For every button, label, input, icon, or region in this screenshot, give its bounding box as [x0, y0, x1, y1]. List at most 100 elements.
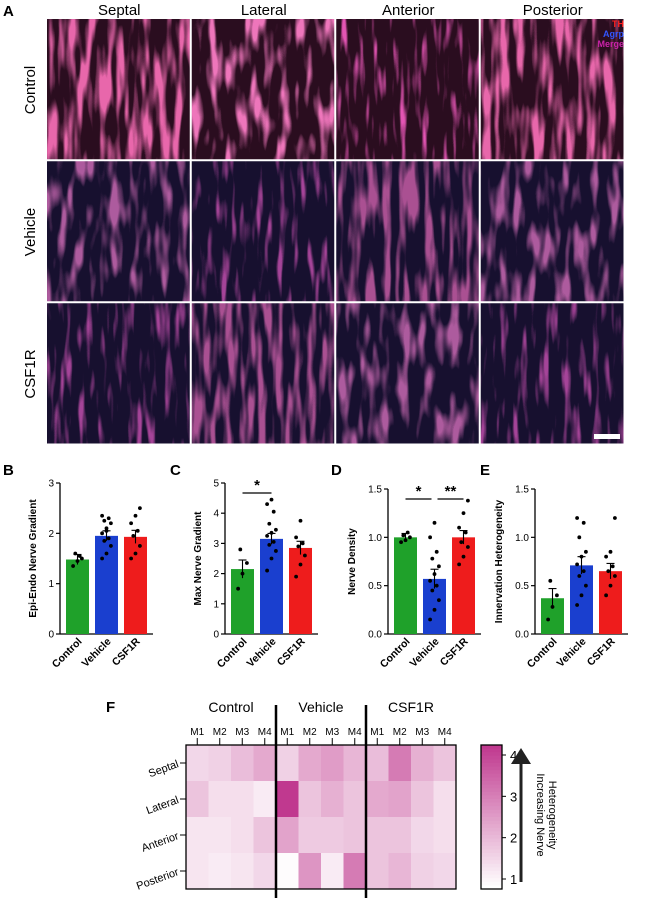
y-axis-label: Epi-Endo Nerve Gradient — [28, 499, 39, 618]
micrograph-image — [191, 161, 335, 302]
heatmap-cell — [321, 853, 344, 890]
data-point — [294, 535, 298, 540]
panel-a-micrograph-grid: Septal Lateral Anterior Posterior Control Veh… — [22, 2, 625, 445]
colorbar-segment — [481, 824, 502, 829]
colorbar-segment — [481, 806, 502, 811]
data-point — [77, 554, 82, 558]
x-tick-label: Vehicle — [245, 636, 279, 670]
colorbar-segment — [481, 827, 502, 832]
heatmap-cell — [208, 745, 232, 782]
data-point — [613, 574, 617, 578]
heatmap-cell — [231, 745, 254, 782]
data-point — [298, 562, 303, 567]
y-tick-label: 5 — [213, 479, 219, 490]
y-tick-label: 1.0 — [368, 533, 382, 544]
data-point — [461, 554, 466, 559]
colorbar-segment — [481, 763, 502, 768]
y-tick-label: 1 — [48, 579, 54, 590]
data-point — [403, 538, 408, 543]
data-point — [546, 617, 550, 622]
data-point — [138, 506, 142, 511]
data-point — [575, 562, 579, 567]
data-point — [461, 511, 466, 516]
bar-chart-e: 0.0 0.5 1.0 1.5 Innervation Heterogeneity Con… — [494, 485, 628, 671]
bar — [394, 537, 417, 634]
data-point — [405, 530, 410, 535]
data-point — [133, 513, 138, 518]
heatmap-cell — [343, 781, 367, 818]
data-point — [581, 520, 586, 525]
data-point — [555, 593, 559, 598]
panel-letter-d: D — [331, 462, 342, 479]
colorbar-segment — [481, 770, 502, 775]
x-tick-label: Control — [50, 636, 85, 671]
stain-legend-label: TH — [612, 19, 624, 29]
stain-legend-label: Agrp — [603, 29, 624, 39]
colorbar-label: Heterogeneity — [546, 781, 558, 850]
mouse-column-label: M3 — [235, 727, 249, 738]
heatmap-cell — [411, 817, 434, 854]
data-point — [428, 578, 432, 583]
heatmap-cell — [208, 853, 232, 890]
data-point — [274, 549, 278, 553]
colorbar-segment — [481, 881, 502, 886]
data-point — [604, 554, 608, 559]
x-tick-label: Vehicle — [555, 636, 589, 670]
colorbar-segment — [481, 777, 502, 782]
colorbar-segment — [481, 795, 502, 800]
y-tick-label: 1.5 — [368, 485, 382, 496]
x-tick-label: Control — [525, 636, 560, 671]
micrograph-image — [480, 161, 624, 302]
data-point — [240, 571, 245, 576]
data-point — [579, 593, 584, 598]
y-tick-label: 3 — [48, 479, 54, 490]
colorbar-segment — [481, 863, 502, 868]
heatmap-cell — [411, 781, 434, 818]
y-axis-label: Innervation Heterogeneity — [494, 499, 505, 623]
column-label: Lateral — [241, 2, 287, 19]
heatmap-cell — [433, 781, 457, 818]
data-point — [80, 556, 84, 561]
heatmap-cell — [253, 745, 277, 782]
row-label: Posterior — [135, 866, 181, 892]
colorbar-segment — [481, 766, 502, 771]
colorbar-segment — [481, 853, 502, 858]
heatmap-cell — [186, 745, 209, 782]
data-point — [129, 556, 134, 561]
colorbar-segment — [481, 759, 502, 764]
colorbar-segment — [481, 845, 502, 850]
data-point — [550, 605, 555, 609]
micrograph-image — [191, 19, 335, 160]
heatmap-cell — [388, 781, 412, 818]
mouse-column-label: M2 — [303, 727, 317, 738]
x-tick-label: CSF1R — [275, 635, 308, 668]
mouse-column-label: M2 — [213, 727, 227, 738]
colorbar-segment — [481, 773, 502, 778]
micrograph-image — [47, 161, 190, 302]
micrograph-image — [480, 19, 624, 160]
colorbar-segment — [481, 849, 502, 854]
heatmap-cell — [231, 817, 254, 854]
heatmap-cell — [366, 745, 389, 782]
colorbar-segment — [481, 802, 502, 807]
data-point — [466, 498, 470, 503]
data-point — [577, 535, 582, 540]
bar — [95, 535, 118, 634]
x-tick-label: CSF1R — [585, 635, 618, 668]
micrograph-image — [336, 161, 479, 302]
data-point — [613, 516, 617, 520]
group-label: CSF1R — [388, 699, 434, 715]
y-tick-label: 0.5 — [368, 581, 382, 592]
heatmap-cell — [208, 817, 232, 854]
row-label: Septal — [147, 758, 180, 780]
data-point — [106, 516, 111, 521]
scale-bar — [594, 434, 620, 439]
y-tick-label: 2 — [48, 529, 54, 540]
data-point — [604, 593, 608, 598]
bar — [599, 571, 622, 634]
y-axis-label: Max Nerve Gradient — [193, 511, 204, 606]
colorbar-segment — [481, 885, 502, 890]
x-tick-label: Vehicle — [80, 636, 114, 670]
panel-letter-a: A — [3, 3, 14, 20]
